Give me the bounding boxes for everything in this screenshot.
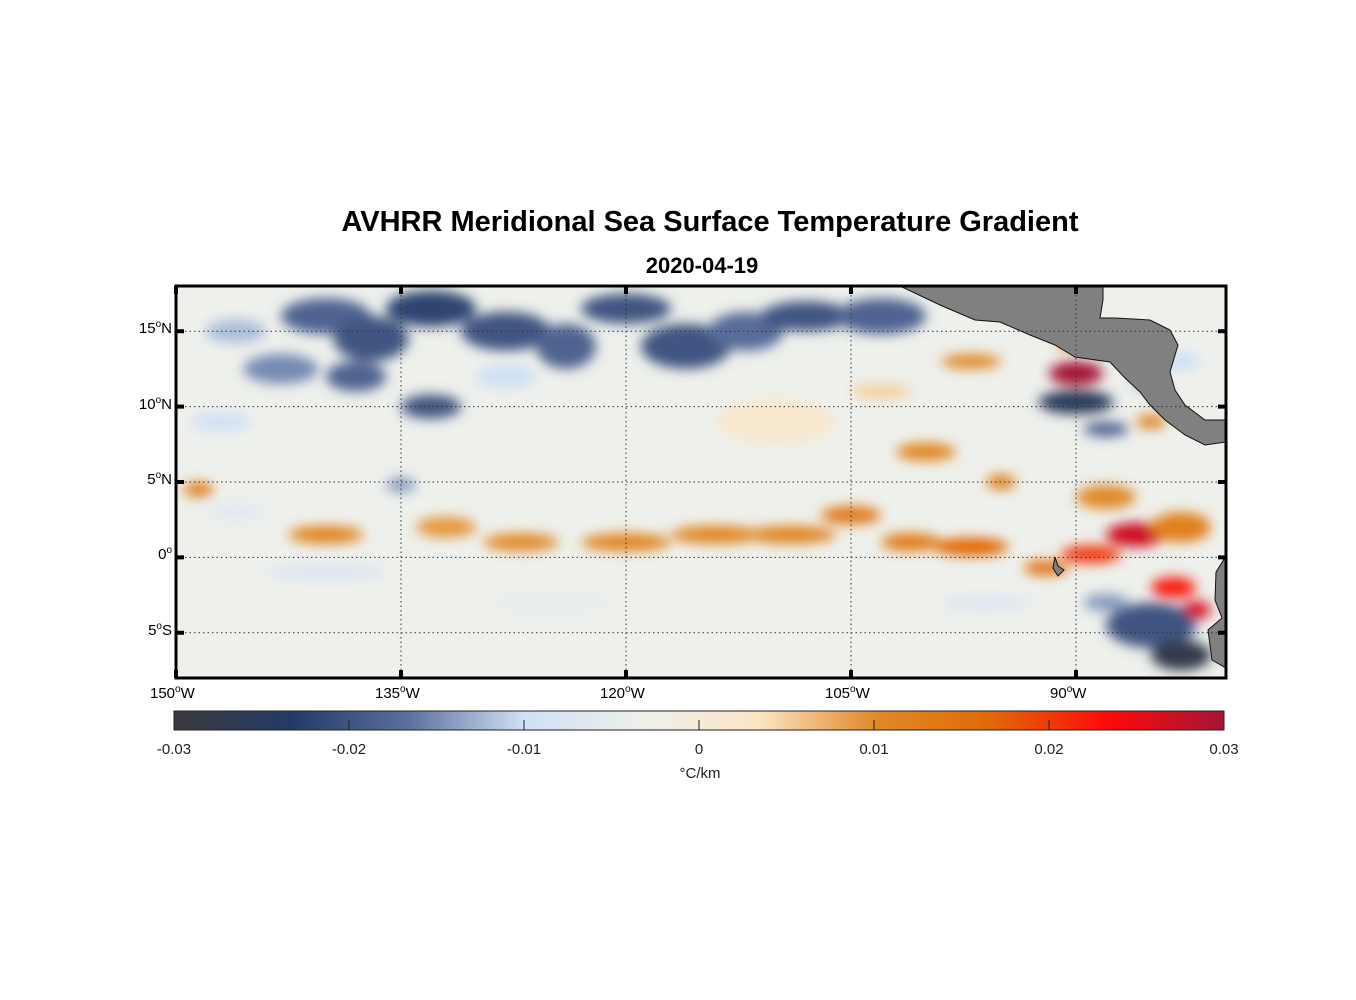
lon-tick: [174, 286, 178, 294]
field-anomaly: [716, 399, 836, 445]
lon-tick: [399, 286, 403, 294]
field-anomaly: [821, 506, 881, 525]
lon-label: 135oW: [375, 684, 420, 702]
colorbar-tick-label: 0: [694, 741, 704, 758]
lon-tick: [174, 670, 178, 678]
field-anomaly: [581, 533, 671, 552]
central-america-land: [899, 286, 1226, 446]
lon-label: 105oW: [825, 684, 870, 702]
land-masses: [899, 286, 1226, 669]
field-anomaly: [851, 384, 911, 400]
lat-label: 5oN: [147, 470, 172, 488]
field-anomaly: [506, 414, 626, 460]
lon-label: 120oW: [600, 684, 645, 702]
galapagos-island: [1052, 556, 1065, 577]
field-anomaly: [333, 316, 409, 362]
field-anomaly: [1083, 593, 1129, 612]
frame-ticks: [174, 286, 1226, 678]
field-anomaly: [536, 323, 596, 369]
field-anomaly: [416, 516, 476, 538]
field-anomaly: [761, 301, 851, 332]
lon-tick: [624, 670, 628, 678]
lon-tick: [399, 670, 403, 678]
field-anomaly: [1076, 485, 1136, 510]
field-anomaly: [243, 353, 319, 384]
lon-tick: [1074, 670, 1078, 678]
colorbar-tick-label: 0.03: [1209, 741, 1239, 758]
lon-tick: [1074, 286, 1078, 294]
lon-label: 90oW: [1050, 684, 1087, 702]
field-anomaly: [191, 412, 251, 431]
field-anomaly: [288, 525, 364, 544]
colorbar-tick-label: -0.03: [156, 741, 192, 758]
field-anomaly: [326, 361, 386, 392]
lon-tick: [624, 286, 628, 294]
lat-tick: [1218, 630, 1226, 635]
lat-tick: [176, 329, 184, 334]
field-anomaly: [881, 533, 941, 552]
colorbar-unit: °C/km: [679, 765, 721, 782]
field-anomaly: [1136, 414, 1166, 430]
field-anomaly: [746, 525, 836, 544]
lon-tick: [849, 670, 853, 678]
field-anomaly: [491, 593, 611, 612]
lat-tick: [1218, 480, 1226, 484]
field-anomaly: [671, 525, 761, 544]
gradient-field: [183, 290, 1211, 671]
lat-label: 10oN: [138, 394, 172, 413]
lat-tick: [1218, 404, 1226, 409]
colorbar-ticks: [348, 720, 1050, 730]
colorbar-tick-label: -0.02: [331, 741, 367, 758]
field-anomaly: [836, 298, 926, 335]
chart-title: AVHRR Meridional Sea Surface Temperature…: [341, 206, 1079, 238]
field-anomaly: [266, 563, 386, 582]
field-anomaly: [183, 482, 214, 498]
field-anomaly: [941, 595, 1031, 611]
chart-subtitle: 2020-04-19: [645, 253, 759, 278]
lon-tick: [849, 286, 853, 294]
field-anomaly: [641, 323, 731, 369]
lat-label: 5oS: [148, 620, 172, 639]
field-anomaly: [1061, 545, 1121, 564]
colorbar-tick-label: 0.02: [1034, 741, 1064, 758]
field-anomaly: [386, 290, 476, 327]
field-anomaly: [401, 394, 461, 419]
field-anomaly: [933, 537, 1009, 556]
field-anomaly: [1106, 602, 1196, 648]
field-anomaly: [1038, 390, 1114, 415]
lat-tick: [176, 630, 184, 635]
field-anomaly: [483, 533, 559, 552]
south-america-land: [1207, 555, 1226, 669]
lat-tick: [176, 480, 184, 484]
field-anomaly: [1151, 640, 1211, 671]
field-anomaly: [1151, 577, 1196, 599]
lat-tick: [176, 404, 184, 409]
field-anomaly: [941, 353, 1001, 369]
lat-label: 15oN: [138, 319, 172, 338]
field-anomaly: [896, 442, 956, 461]
field-anomaly: [206, 503, 266, 522]
lat-label: 0o: [158, 545, 172, 564]
lat-tick: [1218, 555, 1226, 560]
lon-label: 150oW: [150, 684, 195, 702]
colorbar-tick-label: -0.01: [506, 741, 542, 758]
lat-tick: [1218, 329, 1226, 334]
colorbar-tick-label: 0.01: [859, 741, 889, 758]
field-anomaly: [1083, 421, 1129, 437]
field-anomaly: [1106, 522, 1166, 547]
lat-tick: [176, 555, 184, 560]
field-anomaly: [1049, 361, 1103, 386]
field-anomaly: [476, 364, 536, 389]
field-anomaly: [1151, 512, 1211, 543]
